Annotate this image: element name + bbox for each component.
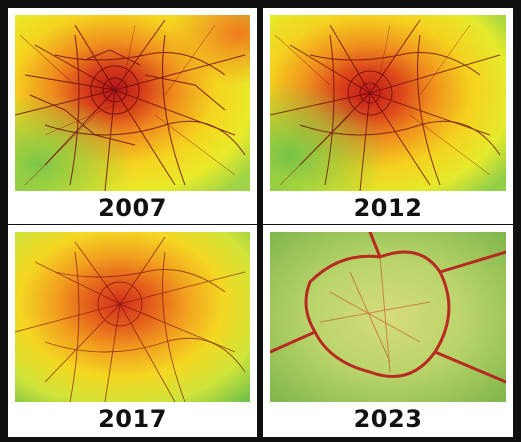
year-label-2012: 2012	[353, 194, 423, 222]
heatmap-2023	[270, 232, 506, 402]
year-label-2017: 2017	[98, 405, 167, 433]
panel-2023: 2023	[263, 225, 513, 437]
panel-2017: 2017	[8, 225, 257, 437]
panel-2007: 2007	[8, 8, 257, 224]
year-label-2007: 2007	[98, 194, 167, 222]
heatmap-2017	[15, 232, 250, 402]
panel-2012: 2012	[263, 8, 513, 224]
heatmap-2007	[15, 15, 250, 191]
heatmap-2012	[270, 15, 506, 191]
year-label-2023: 2023	[353, 405, 423, 433]
